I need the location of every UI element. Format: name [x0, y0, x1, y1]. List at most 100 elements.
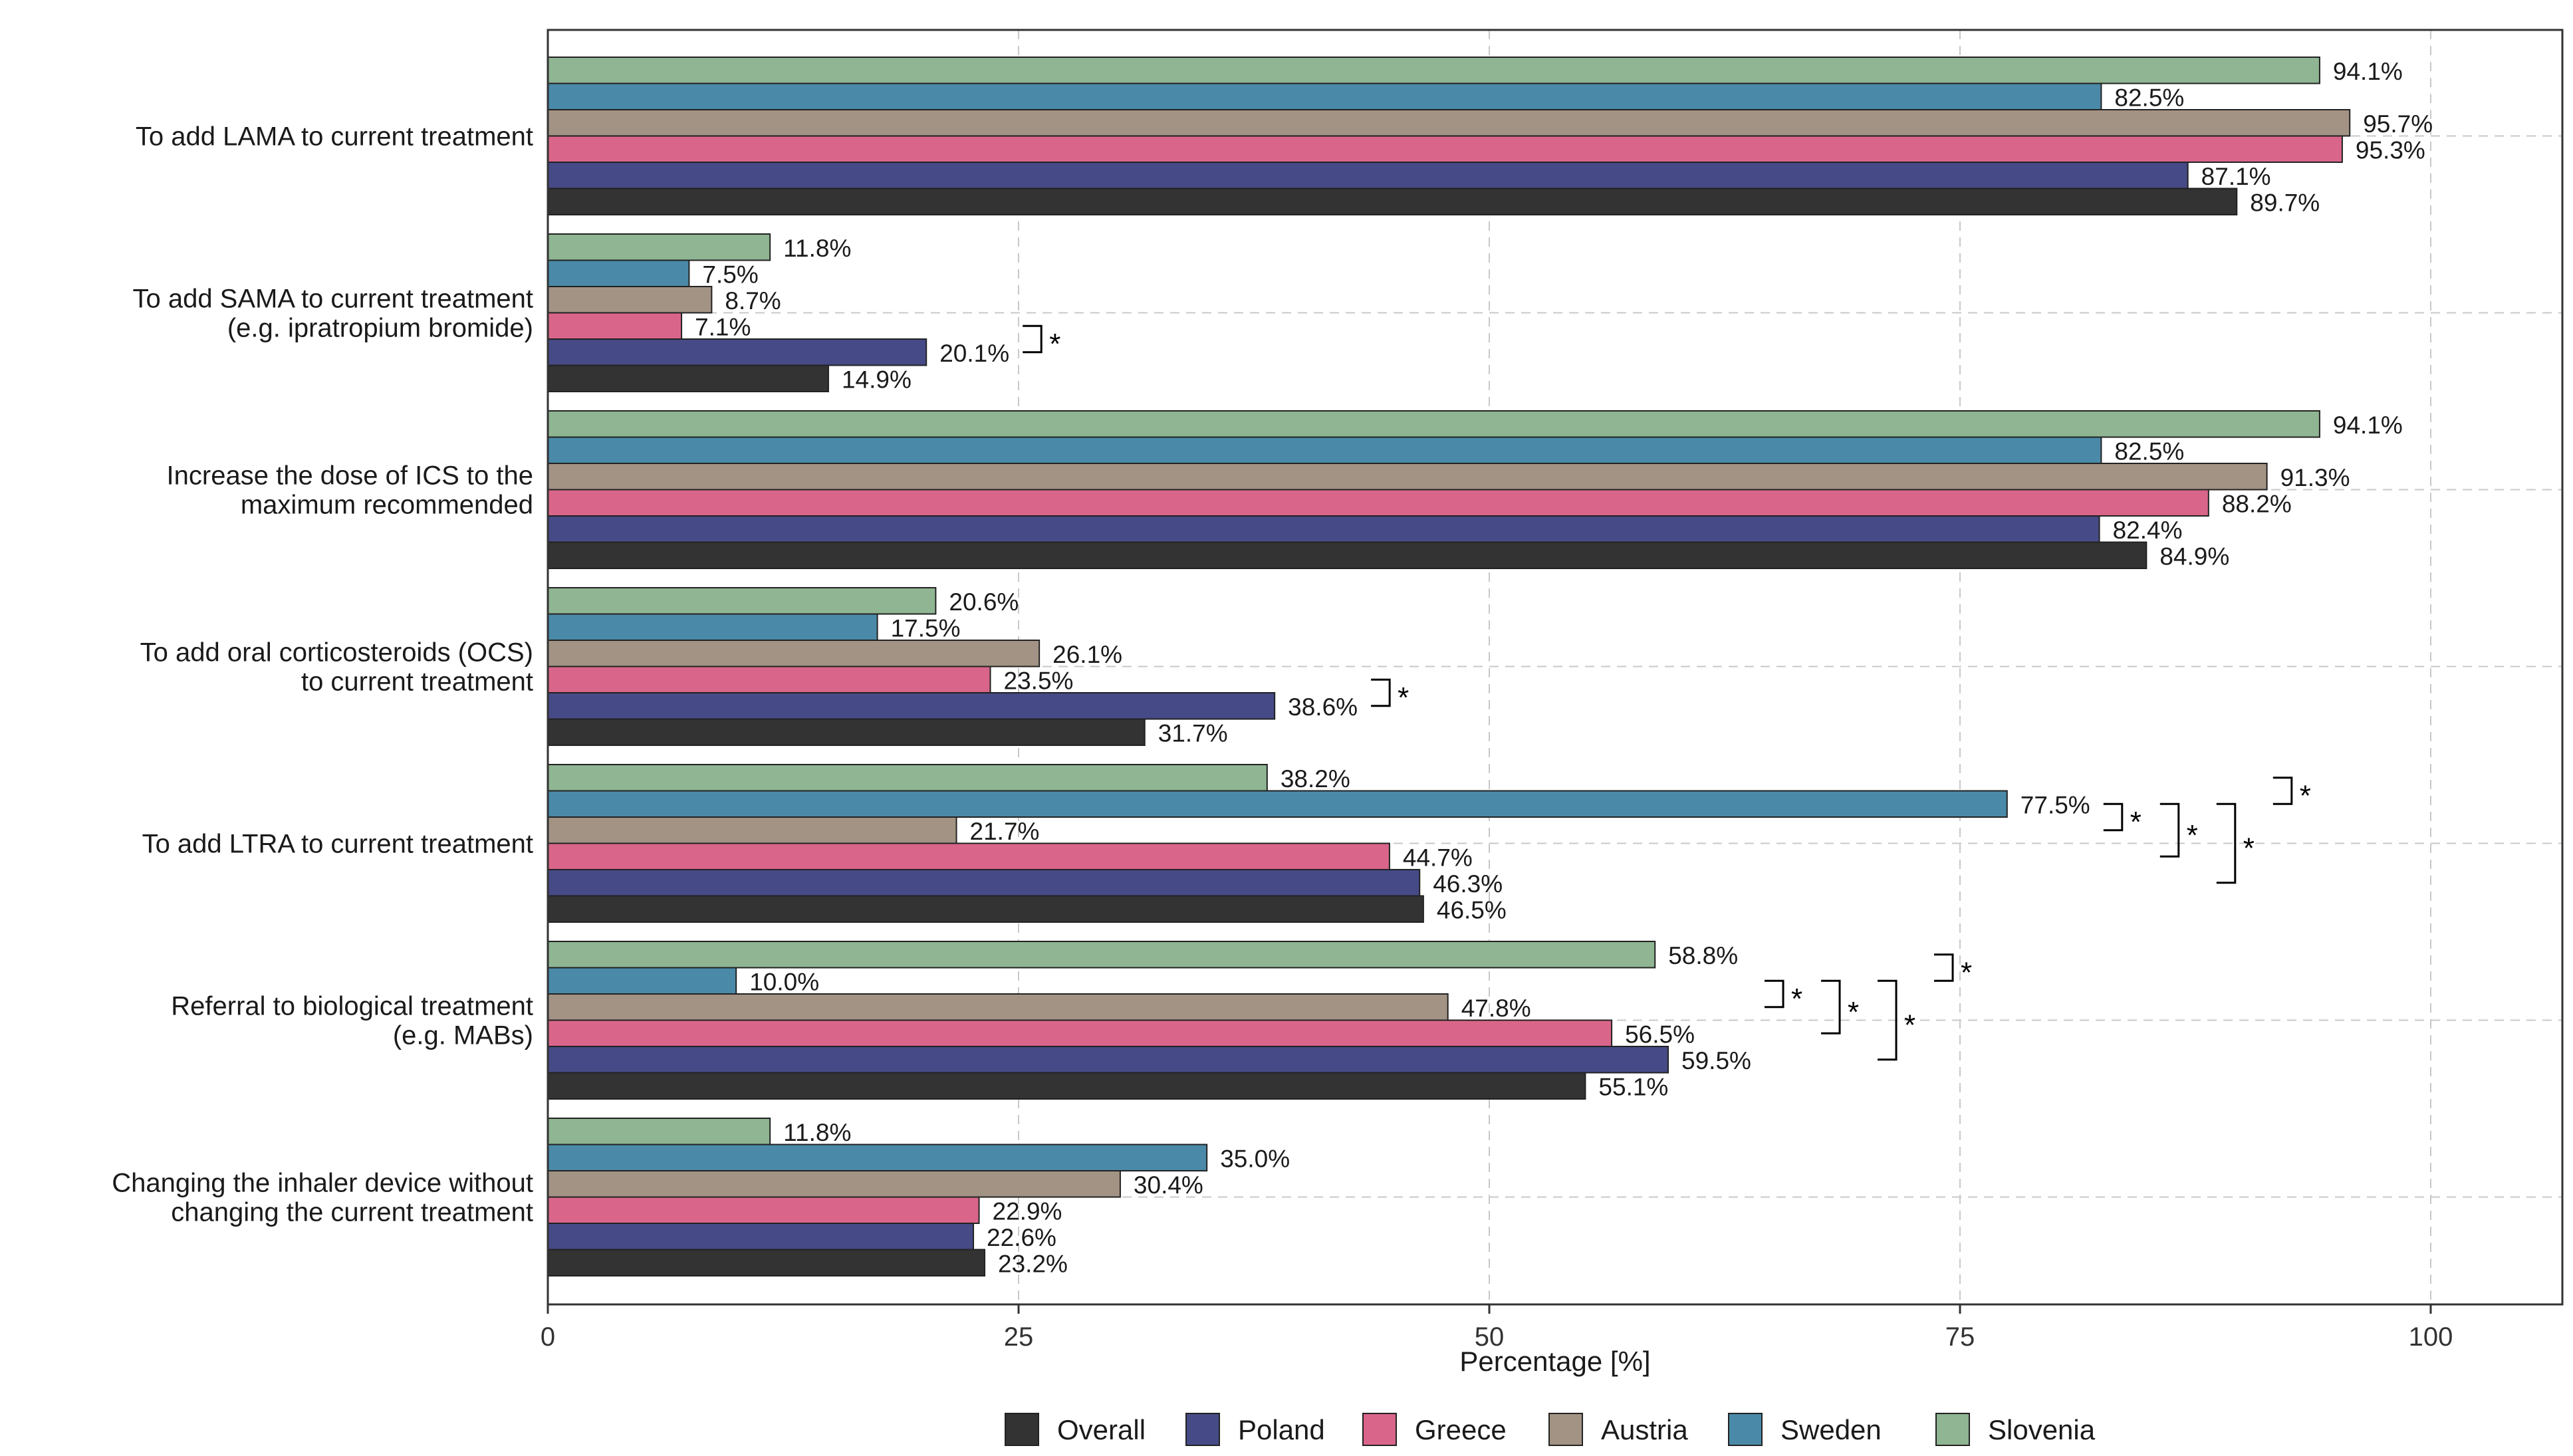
data-label: 23.5%	[1004, 667, 1074, 694]
bar-greece	[547, 842, 1390, 870]
legend-label: Sweden	[1780, 1414, 1882, 1445]
bar-greece	[547, 1019, 1613, 1047]
significance-bracket	[1371, 678, 1391, 707]
bar-austria	[547, 109, 2351, 137]
category-label: maximum recommended	[241, 491, 533, 520]
category-label: (e.g. MABs)	[393, 1021, 533, 1050]
bar-sweden	[547, 790, 2008, 818]
significance-star: *	[1961, 957, 1972, 989]
bar-austria	[547, 816, 957, 844]
significance-star: *	[1848, 996, 1859, 1029]
category-label: Referral to biological treatment	[171, 992, 533, 1021]
bar-greece	[547, 135, 2343, 163]
data-label: 38.6%	[1288, 693, 1358, 721]
data-label: 14.9%	[842, 366, 912, 393]
bar-sweden	[547, 1144, 1208, 1171]
legend-swatch	[1935, 1413, 1970, 1446]
category-label: Increase the dose of ICS to the	[167, 461, 533, 491]
bar-greece	[547, 1196, 980, 1224]
x-tick-label: 50	[1475, 1322, 1505, 1352]
data-label: 55.1%	[1598, 1073, 1668, 1100]
x-tick-label: 25	[1004, 1322, 1034, 1352]
data-label: 22.6%	[987, 1224, 1056, 1251]
category-label: (e.g. ipratropium bromide)	[227, 314, 533, 343]
significance-star: *	[2130, 806, 2142, 838]
data-label: 82.5%	[2114, 84, 2184, 111]
data-label: 44.7%	[1403, 844, 1473, 871]
data-label: 30.4%	[1134, 1171, 1203, 1199]
bar-sweden	[547, 967, 737, 995]
significance-star: *	[2187, 819, 2198, 852]
data-label: 87.1%	[2201, 163, 2271, 190]
data-label: 58.8%	[1668, 942, 1738, 969]
legend-swatch	[1548, 1413, 1583, 1446]
bar-austria	[547, 640, 1041, 667]
data-label: 17.5%	[891, 614, 961, 642]
significance-star: *	[1791, 983, 1802, 1015]
legend-label: Greece	[1415, 1414, 1507, 1445]
bar-overall	[547, 895, 1424, 923]
bar-slovenia	[547, 233, 771, 261]
data-label: 56.5%	[1625, 1021, 1695, 1048]
x-tick-label: 75	[1945, 1322, 1975, 1352]
bar-greece	[547, 489, 2209, 517]
significance-bracket	[1765, 979, 1784, 1009]
data-label: 77.5%	[2021, 791, 2090, 818]
x-axis-title: Percentage [%]	[1459, 1346, 1650, 1377]
data-label: 38.2%	[1281, 765, 1350, 792]
bar-sweden	[547, 436, 2102, 464]
bar-poland	[547, 1223, 975, 1251]
category-label: To add LTRA to current treatment	[142, 830, 533, 859]
panel-border	[547, 29, 2564, 1306]
data-label: 21.7%	[970, 818, 1040, 845]
significance-brackets: * * * * * * * * * *	[1023, 324, 2311, 1061]
x-tick-label: 100	[2409, 1322, 2453, 1352]
significance-star: *	[1904, 1009, 1915, 1042]
data-label: 89.7%	[2250, 189, 2320, 216]
bar-sweden	[547, 82, 2102, 110]
y-axis-categories: To add LAMA to current treatment To add S…	[112, 122, 533, 1227]
bar-sweden	[547, 613, 878, 641]
data-label: 8.7%	[725, 287, 781, 314]
data-label: 35.0%	[1220, 1145, 1290, 1172]
bar-austria	[547, 1170, 1121, 1198]
bar-austria	[547, 993, 1449, 1021]
significance-bracket	[1934, 953, 1954, 982]
significance-star: *	[1049, 328, 1060, 360]
bar-overall	[547, 364, 829, 392]
bar-greece	[547, 666, 991, 693]
legend-label: Slovenia	[1988, 1414, 2096, 1445]
bar-slovenia	[547, 57, 2320, 84]
significance-bracket	[1878, 979, 1898, 1061]
bar-poland	[547, 869, 1421, 897]
legend-swatch	[1728, 1413, 1763, 1446]
category-label: changing the current treatment	[171, 1198, 533, 1227]
bar-austria	[547, 286, 713, 314]
data-label: 46.5%	[1437, 896, 1507, 923]
bar-sweden	[547, 259, 690, 287]
data-label: 94.1%	[2333, 412, 2403, 439]
data-label: 11.8%	[783, 235, 851, 262]
bar-overall	[547, 718, 1146, 746]
legend-swatch	[1005, 1413, 1039, 1446]
data-label: 31.7%	[1158, 719, 1228, 747]
bar-greece	[547, 312, 683, 340]
category-label: To add oral corticosteroids (OCS)	[140, 638, 533, 667]
data-label: 84.9%	[2159, 543, 2229, 570]
bar-slovenia	[547, 1118, 771, 1146]
data-label: 59.5%	[1681, 1047, 1751, 1074]
bar-slovenia	[547, 941, 1656, 969]
significance-star: *	[1398, 681, 1409, 714]
data-label: 20.1%	[939, 340, 1009, 367]
significance-bracket	[2216, 802, 2237, 884]
legend-label: Poland	[1238, 1414, 1325, 1445]
significance-bracket	[1821, 979, 1841, 1034]
significance-bracket	[2159, 802, 2180, 858]
x-tick-label: 0	[541, 1322, 555, 1352]
data-label: 94.1%	[2333, 58, 2403, 85]
legend-swatch	[1362, 1413, 1397, 1446]
data-label: 82.5%	[2114, 437, 2184, 465]
category-label: Changing the inhaler device without	[112, 1169, 533, 1198]
category-label: to current treatment	[301, 667, 533, 697]
